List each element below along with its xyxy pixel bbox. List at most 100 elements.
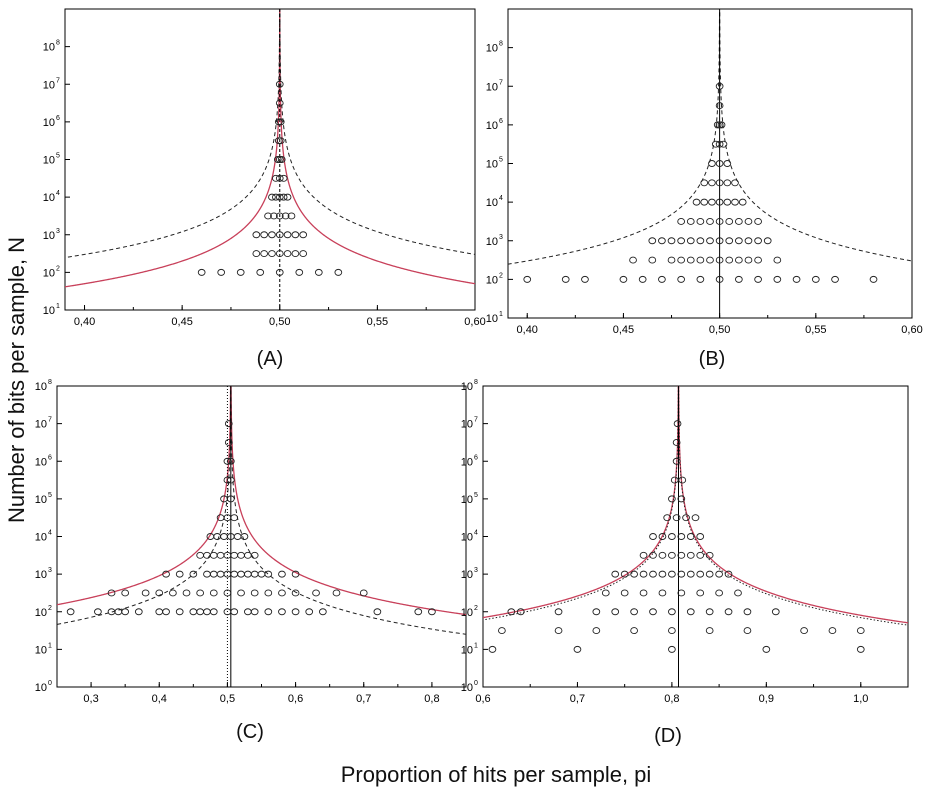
data-point bbox=[226, 495, 235, 503]
data-point bbox=[237, 570, 245, 578]
data-point bbox=[744, 217, 753, 225]
data-point bbox=[696, 589, 705, 597]
y-tick-exponent: 0 bbox=[48, 680, 52, 687]
data-point bbox=[216, 570, 225, 578]
data-point bbox=[706, 256, 714, 264]
y-tick-exponent: 5 bbox=[474, 492, 478, 499]
data-point bbox=[264, 608, 273, 616]
y-tick-label: 10 bbox=[43, 305, 55, 317]
data-point bbox=[223, 476, 232, 484]
data-point bbox=[672, 457, 681, 465]
data-point bbox=[197, 268, 206, 276]
data-point bbox=[831, 275, 839, 283]
data-point bbox=[264, 589, 273, 597]
data-point bbox=[305, 608, 314, 616]
y-tick-label: 10 bbox=[35, 644, 47, 656]
data-point bbox=[291, 570, 300, 578]
data-point bbox=[638, 275, 647, 283]
x-tick-label: 0,60 bbox=[901, 324, 922, 336]
data-point bbox=[291, 608, 300, 616]
data-point bbox=[734, 589, 742, 597]
y-tick-label: 10 bbox=[486, 313, 498, 325]
data-point bbox=[203, 608, 211, 616]
data-point bbox=[230, 608, 239, 616]
data-point bbox=[673, 420, 682, 428]
data-point bbox=[620, 589, 629, 597]
data-point bbox=[686, 570, 695, 578]
y-tick-label: 10 bbox=[43, 192, 55, 204]
data-point bbox=[696, 275, 705, 283]
y-tick-label: 10 bbox=[461, 682, 473, 694]
data-point bbox=[283, 193, 292, 201]
x-tick-label: 0,50 bbox=[269, 316, 290, 328]
y-tick-exponent: 2 bbox=[56, 265, 60, 272]
data-point bbox=[272, 174, 280, 182]
data-point bbox=[715, 275, 724, 283]
data-point bbox=[554, 627, 563, 635]
plot-area bbox=[508, 9, 912, 318]
plot-area bbox=[483, 386, 908, 687]
data-point bbox=[869, 275, 878, 283]
y-tick-exponent: 4 bbox=[499, 195, 503, 202]
y-axis-title: Number of bits per sample, N bbox=[4, 237, 29, 523]
y-tick-label: 10 bbox=[461, 381, 473, 393]
y-tick-label: 10 bbox=[43, 42, 55, 54]
data-point bbox=[295, 268, 304, 276]
data-point bbox=[94, 608, 102, 616]
data-point bbox=[800, 627, 808, 635]
y-tick-exponent: 7 bbox=[56, 77, 60, 84]
data-point bbox=[414, 608, 423, 616]
y-tick-exponent: 3 bbox=[474, 567, 478, 574]
data-point bbox=[278, 608, 286, 616]
data-point bbox=[754, 256, 762, 264]
data-point bbox=[260, 250, 268, 258]
y-tick-label: 10 bbox=[35, 494, 47, 506]
data-point bbox=[663, 514, 672, 522]
data-point bbox=[792, 275, 801, 283]
data-point bbox=[724, 608, 733, 616]
y-tick-exponent: 8 bbox=[474, 379, 478, 386]
x-tick-label: 0,9 bbox=[759, 693, 774, 705]
data-point bbox=[162, 570, 170, 578]
data-point bbox=[723, 179, 732, 187]
data-point bbox=[592, 608, 601, 616]
data-point bbox=[155, 608, 164, 616]
data-point bbox=[715, 102, 724, 110]
data-point bbox=[155, 589, 164, 597]
plot-area bbox=[57, 386, 466, 687]
data-point bbox=[209, 570, 218, 578]
data-point bbox=[264, 212, 272, 220]
x-tick-label: 0,4 bbox=[152, 693, 167, 705]
data-point bbox=[630, 608, 638, 616]
confidence-curve bbox=[57, 386, 232, 625]
data-point bbox=[696, 217, 705, 225]
data-point bbox=[373, 608, 382, 616]
data-point bbox=[686, 608, 695, 616]
data-point bbox=[686, 237, 695, 245]
data-point bbox=[291, 250, 300, 258]
data-point bbox=[754, 217, 762, 225]
y-tick-exponent: 5 bbox=[56, 153, 60, 160]
data-point bbox=[283, 250, 292, 258]
data-point bbox=[224, 438, 233, 446]
data-point bbox=[233, 533, 242, 540]
data-point bbox=[601, 589, 610, 597]
y-tick-exponent: 1 bbox=[56, 303, 60, 310]
data-point bbox=[275, 268, 284, 276]
data-point bbox=[281, 212, 290, 220]
data-point bbox=[236, 268, 245, 276]
data-point bbox=[274, 137, 283, 145]
data-point bbox=[658, 570, 667, 578]
data-point bbox=[715, 589, 723, 597]
confidence-curve bbox=[483, 386, 679, 621]
data-point bbox=[561, 275, 570, 283]
data-point bbox=[670, 476, 679, 484]
confidence-curve bbox=[65, 9, 281, 288]
data-point bbox=[169, 589, 177, 597]
data-point bbox=[428, 608, 436, 616]
x-tick-label: 0,8 bbox=[424, 693, 439, 705]
data-point bbox=[334, 268, 343, 276]
data-point bbox=[754, 275, 762, 283]
data-point bbox=[244, 551, 252, 559]
x-tick-label: 0,7 bbox=[356, 693, 371, 705]
